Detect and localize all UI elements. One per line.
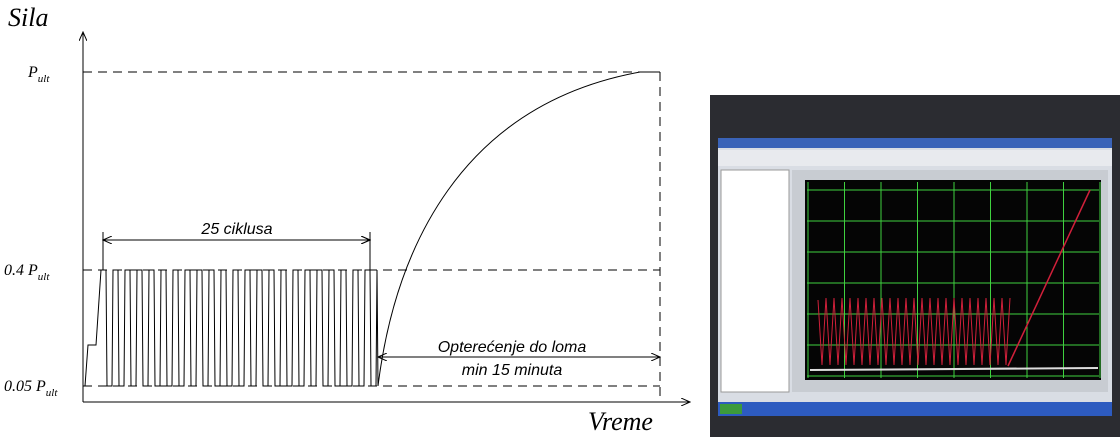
level-sub: ult bbox=[38, 271, 51, 283]
level-label: 0.05 Pult bbox=[4, 378, 58, 399]
x-axis-label: Vreme bbox=[588, 407, 653, 436]
signal bbox=[817, 297, 1011, 366]
baseline-signal bbox=[809, 367, 1099, 371]
cycles-label: 25 ciklusa bbox=[200, 221, 272, 238]
photo bbox=[710, 95, 1120, 437]
level-main: 0.05 P bbox=[4, 378, 46, 395]
level-label: Pult bbox=[27, 64, 50, 85]
taskbar bbox=[718, 402, 1112, 416]
failure-load bbox=[377, 71, 660, 387]
level-sub: ult bbox=[46, 387, 59, 399]
plot-area bbox=[805, 180, 1101, 380]
title-bar bbox=[718, 138, 1112, 148]
level-sub: ult bbox=[38, 73, 51, 85]
start-button bbox=[720, 404, 742, 414]
signal-rise bbox=[1007, 189, 1091, 367]
cyclic-load bbox=[84, 269, 379, 387]
level-main: 0.4 P bbox=[4, 262, 38, 279]
y-axis-label: Sila bbox=[8, 3, 48, 32]
channel-list bbox=[720, 169, 790, 393]
level-main: P bbox=[27, 64, 38, 81]
toolbar bbox=[718, 150, 1112, 166]
annotation: min 15 minuta bbox=[462, 362, 563, 379]
level-label: 0.4 Pult bbox=[4, 262, 50, 283]
annotation: Opterećenje do loma bbox=[438, 339, 587, 356]
loading-diagram: Sila Vreme Pult 0.4 Pult 0.05 Pult 25 ci… bbox=[4, 3, 690, 436]
